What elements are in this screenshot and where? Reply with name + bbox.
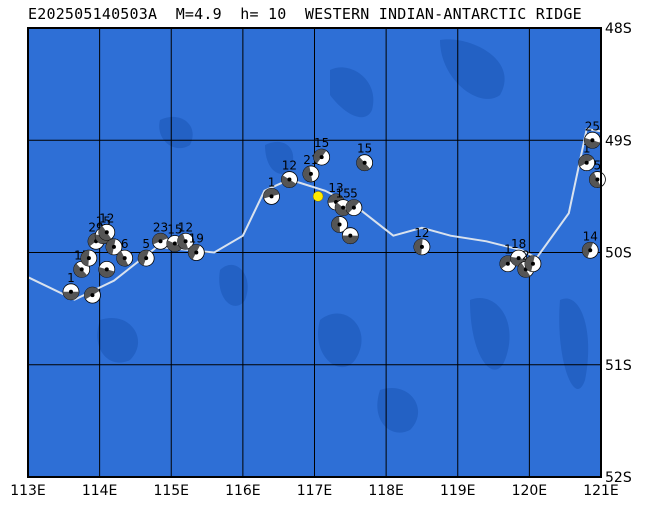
mechanism-label: 1 [583, 142, 591, 156]
longitude-tick-label: 121E [583, 483, 619, 499]
mechanism-label: 15 [336, 187, 351, 201]
focal-mechanism [98, 260, 116, 278]
focal-mechanism: 1 [263, 175, 280, 205]
focal-mechanisms: 1152915126523151219112211513155151211821… [62, 119, 606, 304]
longitude-tick-label: 115E [153, 483, 189, 499]
focal-mechanism [524, 255, 542, 273]
longitude-tick-label: 116E [225, 483, 261, 499]
graticule [28, 28, 601, 477]
focal-mechanism: 15 [356, 142, 374, 172]
mechanism-label: 15 [357, 142, 372, 156]
focal-mechanism: 25 [584, 119, 601, 149]
map-frame [27, 27, 602, 478]
mechanism-label: 1 [504, 243, 512, 257]
map-title: E202505140503A M=4.9 h= 10 WESTERN INDIA… [28, 5, 582, 23]
mechanism-label: 19 [189, 232, 204, 246]
focal-mechanism: 19 [187, 232, 205, 261]
latitude-tick-label: 52S [605, 470, 632, 486]
mechanism-label: 2 [522, 248, 530, 262]
mechanism-label: 5 [594, 159, 602, 173]
mechanism-label: 23 [153, 220, 168, 234]
latitude-tick-labels: 48S 49S 50S 51S 52S [605, 21, 632, 486]
mechanism-label: 12 [414, 226, 429, 240]
mechanism-label: 6 [121, 237, 129, 251]
mechanism-label: 5 [350, 187, 358, 201]
longitude-tick-labels: 113E 114E 115E 116E 117E 118E 119E 120E 121E [10, 483, 619, 499]
mechanism-label: 25 [585, 119, 600, 133]
focal-mechanism: 21 [302, 153, 320, 183]
epicenter-marker [312, 191, 324, 202]
focal-mechanism [105, 238, 123, 256]
focal-mechanism: 23 [152, 220, 169, 250]
mechanism-label: 1 [67, 271, 75, 285]
focal-mechanism: 5 [137, 237, 155, 267]
focal-mechanism: 1 [578, 142, 596, 172]
mechanism-label: 18 [511, 237, 526, 251]
focal-mechanism [80, 249, 98, 267]
mechanism-label: 15 [167, 223, 182, 237]
latitude-tick-label: 48S [605, 21, 632, 37]
mechanism-label: 14 [583, 229, 598, 243]
mechanism-label: 13 [328, 181, 343, 195]
focal-mechanism: 14 [581, 229, 599, 259]
mechanism-label: 5 [142, 237, 150, 251]
latitude-tick-label: 51S [605, 358, 632, 374]
longitude-tick-label: 117E [297, 483, 333, 499]
longitude-tick-label: 119E [440, 483, 476, 499]
longitude-tick-label: 113E [10, 483, 46, 499]
mechanism-label: 15 [314, 136, 329, 150]
mechanism-label: 12 [99, 211, 114, 225]
mechanism-label: 12 [178, 220, 193, 234]
mechanism-label: 12 [282, 159, 297, 173]
mechanism-label: 1 [268, 175, 276, 189]
longitude-tick-label: 120E [512, 483, 548, 499]
focal-mechanism: 6 [116, 237, 134, 267]
focal-mechanism: 12 [281, 159, 298, 188]
focal-mechanism [84, 286, 101, 304]
bathymetry-features [97, 39, 589, 433]
longitude-tick-label: 114E [82, 483, 118, 499]
focal-mechanism [341, 227, 359, 245]
focal-mechanism: 12 [413, 226, 431, 256]
focal-mechanism: 12 [98, 211, 116, 241]
latitude-tick-label: 49S [605, 133, 632, 149]
focal-mechanism: 12 [177, 220, 194, 250]
longitude-tick-label: 118E [368, 483, 404, 499]
focal-mechanism: 1 [62, 271, 80, 301]
latitude-tick-label: 50S [605, 246, 632, 262]
focal-mechanism: 15 [313, 136, 331, 166]
focal-mechanism [331, 216, 348, 233]
focal-mechanism: 5 [345, 187, 363, 217]
